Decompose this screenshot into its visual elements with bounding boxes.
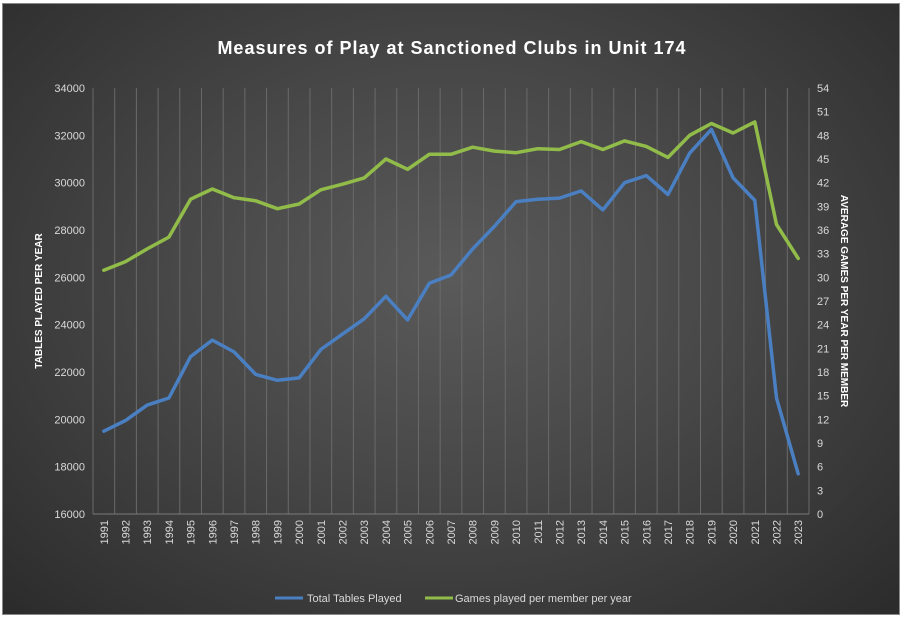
x-tick-label: 2004 — [381, 520, 393, 544]
right-tick-label: 33 — [817, 249, 829, 261]
right-tick-label: 12 — [817, 414, 829, 426]
x-tick-label: 2008 — [468, 520, 480, 544]
x-tick-label: 2023 — [793, 520, 805, 544]
x-tick-label: 2006 — [424, 520, 436, 544]
x-tick-label: 1999 — [272, 520, 284, 544]
left-y-axis-ticks: 16000 18000 20000 22000 24000 26000 28000 30000… — [54, 83, 85, 521]
left-tick-label: 24000 — [54, 320, 85, 332]
x-tick-label: 2000 — [294, 520, 306, 544]
right-tick-label: 27 — [817, 296, 829, 308]
x-tick-label: 2020 — [728, 520, 740, 544]
right-tick-label: 51 — [817, 107, 829, 119]
left-tick-label: 22000 — [54, 367, 85, 379]
x-tick-label: 2018 — [685, 520, 697, 544]
right-tick-label: 54 — [817, 83, 829, 95]
right-axis-title: AVERAGE GAMES PER YEAR PER MEMBER — [838, 195, 849, 408]
right-tick-label: 6 — [817, 462, 823, 474]
x-tick-label: 2010 — [511, 520, 523, 544]
x-tick-label: 1998 — [251, 520, 263, 544]
left-tick-label: 18000 — [54, 462, 85, 474]
x-tick-label: 1997 — [229, 520, 241, 544]
chart-title: Measures of Play at Sanctioned Clubs in … — [217, 38, 686, 58]
right-tick-label: 48 — [817, 130, 829, 142]
x-tick-label: 1996 — [207, 520, 219, 544]
x-tick-label: 2012 — [554, 520, 566, 544]
x-tick-label: 2011 — [533, 520, 545, 544]
series-line-total-tables — [102, 127, 800, 476]
x-tick-label: 1991 — [99, 520, 111, 544]
right-tick-label: 18 — [817, 367, 829, 379]
x-tick-label: 1993 — [142, 520, 154, 544]
left-axis-title: TABLES PLAYED PER YEAR — [34, 233, 45, 369]
right-tick-label: 15 — [817, 391, 829, 403]
left-tick-label: 30000 — [54, 178, 85, 190]
left-tick-label: 20000 — [54, 414, 85, 426]
x-tick-label: 1992 — [121, 520, 133, 544]
right-tick-label: 21 — [817, 343, 829, 355]
x-tick-label: 2017 — [663, 520, 675, 544]
x-tick-label: 2019 — [706, 520, 718, 544]
x-tick-label: 2016 — [641, 520, 653, 544]
right-tick-label: 0 — [817, 509, 823, 521]
x-tick-label: 2014 — [598, 520, 610, 544]
x-tick-label: 2022 — [771, 520, 783, 544]
x-tick-label: 2007 — [446, 520, 458, 544]
right-tick-label: 24 — [817, 320, 829, 332]
x-tick-label: 2002 — [338, 520, 350, 544]
right-tick-label: 45 — [817, 154, 829, 166]
x-tick-label: 2009 — [489, 520, 501, 544]
line-chart: Measures of Play at Sanctioned Clubs in … — [34, 38, 849, 605]
left-tick-label: 26000 — [54, 272, 85, 284]
right-tick-label: 30 — [817, 272, 829, 284]
series-lines — [102, 120, 800, 476]
left-tick-label: 16000 — [54, 509, 85, 521]
gridlines — [92, 88, 810, 515]
left-tick-label: 32000 — [54, 130, 85, 142]
legend-label-total-tables: Total Tables Played — [307, 593, 402, 605]
x-tick-label: 1994 — [164, 520, 176, 544]
x-axis-ticks: 1991 1992 1993 1994 1995 1996 1997 1998 1999 2000… — [99, 520, 805, 544]
legend-label-games-per-member: Games played per member per year — [455, 593, 632, 605]
left-tick-label: 34000 — [54, 83, 85, 95]
right-tick-label: 36 — [817, 225, 829, 237]
x-tick-label: 1995 — [186, 520, 198, 544]
x-tick-label: 2013 — [576, 520, 588, 544]
right-tick-label: 39 — [817, 201, 829, 213]
left-tick-label: 28000 — [54, 225, 85, 237]
right-tick-label: 9 — [817, 438, 823, 450]
x-tick-label: 2005 — [403, 520, 415, 544]
x-tick-label: 2021 — [750, 520, 762, 544]
right-tick-label: 42 — [817, 178, 829, 190]
x-tick-label: 2001 — [316, 520, 328, 544]
x-tick-label: 2003 — [359, 520, 371, 544]
legend: Total Tables Played Games played per mem… — [275, 593, 632, 605]
right-tick-label: 3 — [817, 485, 823, 497]
x-tick-label: 2015 — [620, 520, 632, 544]
series-line-games-per-member — [102, 120, 800, 272]
chart-area: Measures of Play at Sanctioned Clubs in … — [2, 3, 900, 615]
